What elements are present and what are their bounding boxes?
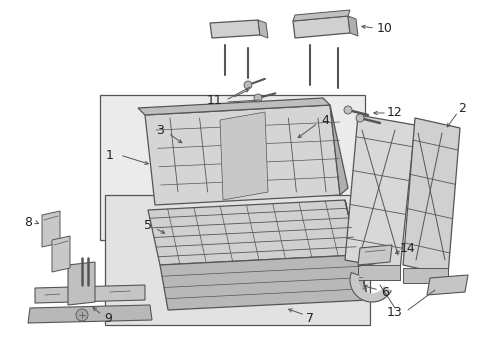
Polygon shape — [345, 200, 367, 300]
Text: 12: 12 — [386, 105, 402, 118]
Circle shape — [343, 106, 351, 114]
Text: 13: 13 — [386, 306, 402, 319]
Polygon shape — [426, 275, 467, 295]
Polygon shape — [42, 211, 60, 247]
Text: 4: 4 — [321, 113, 328, 126]
Polygon shape — [220, 112, 267, 200]
Polygon shape — [28, 305, 152, 323]
Polygon shape — [138, 98, 329, 115]
Polygon shape — [292, 16, 349, 38]
Polygon shape — [160, 255, 367, 310]
Text: 9: 9 — [104, 311, 112, 324]
Polygon shape — [52, 236, 70, 272]
Text: 11: 11 — [207, 94, 223, 107]
Circle shape — [355, 114, 363, 122]
Polygon shape — [258, 20, 267, 38]
Polygon shape — [347, 16, 357, 36]
Polygon shape — [329, 105, 347, 195]
Text: 3: 3 — [156, 123, 163, 136]
Text: 5: 5 — [143, 219, 152, 231]
Bar — [105, 195, 369, 325]
Polygon shape — [402, 268, 447, 283]
Polygon shape — [68, 262, 95, 305]
Polygon shape — [349, 273, 390, 302]
Polygon shape — [292, 10, 349, 21]
Bar — [100, 95, 364, 240]
Polygon shape — [145, 105, 339, 205]
Text: 14: 14 — [399, 242, 415, 255]
Text: 2: 2 — [457, 102, 465, 114]
Text: 10: 10 — [376, 22, 392, 35]
Circle shape — [253, 94, 262, 102]
Polygon shape — [402, 118, 459, 275]
Text: 1: 1 — [106, 149, 114, 162]
Text: 8: 8 — [24, 216, 32, 229]
Text: 6: 6 — [380, 285, 388, 298]
Text: 7: 7 — [305, 311, 313, 324]
Polygon shape — [357, 245, 391, 265]
Circle shape — [76, 309, 88, 321]
Polygon shape — [209, 20, 260, 38]
Polygon shape — [357, 265, 399, 280]
Polygon shape — [345, 115, 414, 270]
Circle shape — [244, 81, 251, 89]
Polygon shape — [148, 200, 357, 265]
Polygon shape — [35, 285, 145, 303]
